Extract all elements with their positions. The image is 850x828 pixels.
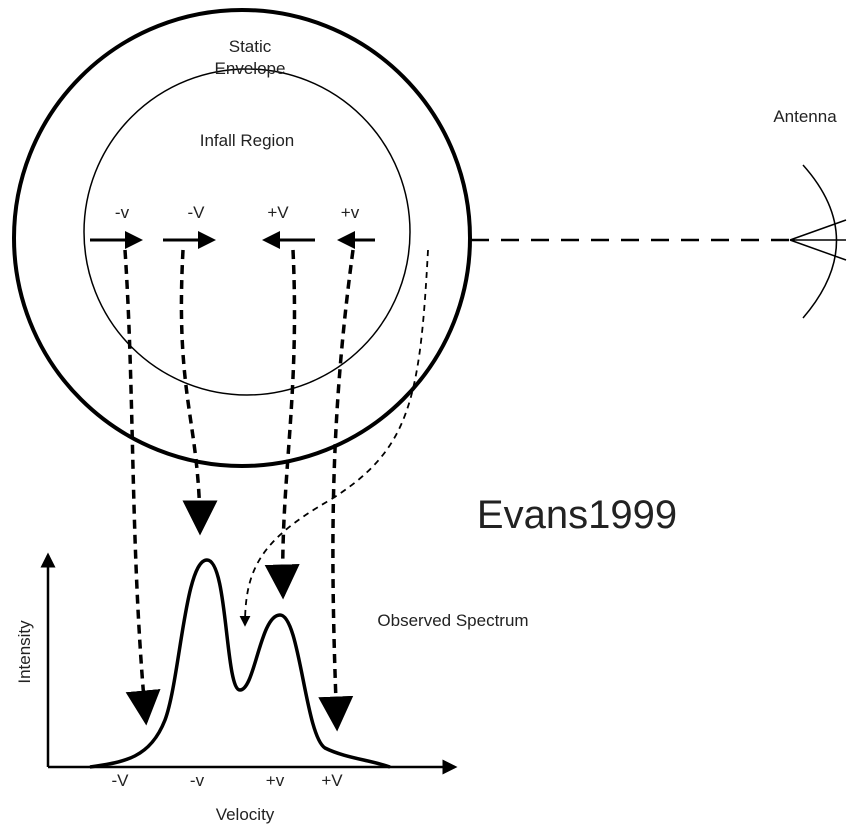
dashed-arrow [264,249,300,600]
velocity-label: -v [115,203,130,222]
envelope-label: Envelope [215,59,286,78]
infall-region-circle [83,68,411,396]
infall-label: Infall Region [200,131,295,150]
x-tick-label: -V [112,771,130,790]
y-axis-label: Intensity [15,620,34,684]
velocity-label: -V [188,203,206,222]
antenna-dish [802,164,838,319]
static-envelope-circle [12,8,472,468]
thin-dashed-arrow [239,249,429,627]
x-tick-label: +v [266,771,285,790]
velocity-label: +V [267,203,289,222]
antenna-feed [789,219,847,261]
x-tick-label: -v [190,771,205,790]
x-tick-label: +V [321,771,343,790]
envelope-label: Static [229,37,272,56]
x-axis-label: Velocity [216,805,275,824]
spectrum-label: Observed Spectrum [377,611,528,630]
dashed-arrow [318,249,355,732]
spectrum-curve [89,558,391,769]
dashed-arrow [123,249,161,726]
velocity-label: +v [341,203,360,222]
citation: Evans1999 [477,493,677,537]
dashed-arrow [179,249,218,536]
antenna-label: Antenna [773,107,837,126]
